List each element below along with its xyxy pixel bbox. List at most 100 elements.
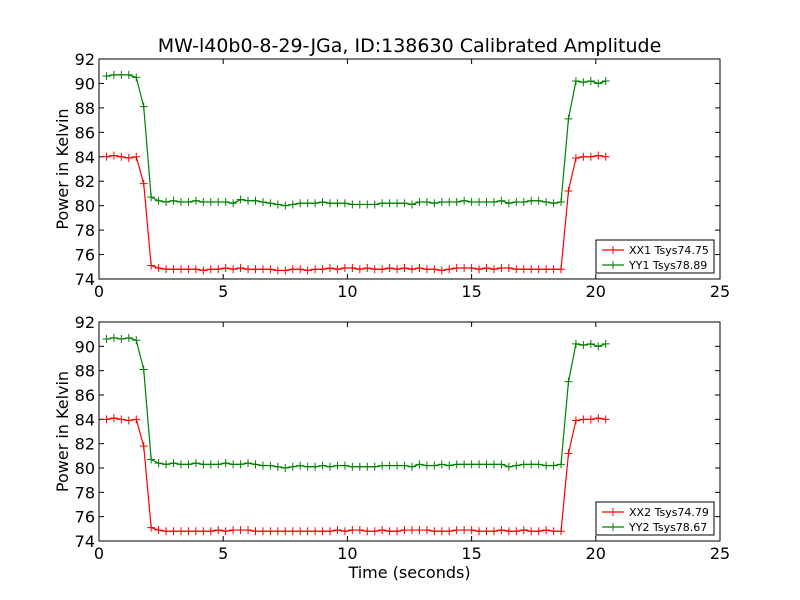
data-point [117,152,126,161]
data-point [601,415,610,424]
data-point [512,461,521,470]
data-point [326,462,335,471]
data-point [586,77,595,85]
data-point [475,265,484,274]
data-point [422,265,431,274]
data-point [407,526,416,535]
data-point [258,198,267,206]
data-point [296,527,305,536]
data-point [564,449,573,458]
y-tick-label: 76 [75,246,95,265]
data-point [102,415,111,424]
data-point [504,462,513,471]
legend: XX2 Tsys74.79 YY2 Tsys78.67 [595,501,715,536]
data-point [430,461,439,470]
y-tick-label: 76 [75,508,95,527]
data-point [601,152,610,161]
y-axis-label: Power in Kelvin [53,371,72,492]
data-point [445,461,454,470]
data-point [557,198,566,206]
data-point [206,265,215,274]
data-point [303,462,312,471]
data-point [482,460,491,469]
legend-label: XX1 Tsys74.75 [629,244,709,257]
data-point [400,264,409,272]
data-point [333,461,342,470]
data-point [147,193,156,202]
data-point [586,339,595,348]
data-point [266,461,275,470]
data-point [184,527,193,536]
data-point [176,460,185,469]
data-point [139,442,148,451]
x-tick-label: 5 [218,544,228,563]
data-point [482,198,491,206]
data-point [244,526,253,535]
data-point [534,196,543,205]
data-point [102,72,111,81]
data-point [601,77,610,85]
data-point [221,198,230,206]
data-point [311,462,320,471]
y-tick-label: 78 [75,221,95,240]
data-point [422,461,431,470]
data-point [169,459,178,468]
data-point [229,199,238,208]
data-point [519,198,528,206]
data-point [430,527,439,536]
data-point [460,526,469,535]
data-point [236,460,245,469]
legend-box [595,501,715,536]
data-point [393,527,402,536]
data-point [326,264,335,272]
data-point [586,415,595,424]
data-point [154,459,163,468]
data-point [169,265,178,274]
data-point [422,198,431,206]
data-point [229,460,238,469]
data-point [571,416,580,425]
x-tick-label: 10 [337,544,357,563]
data-point [355,200,364,209]
data-point [407,462,416,471]
data-point [527,527,536,536]
data-point [378,526,387,535]
bottom-panel: 0 5 10 15 20 25 74 76 78 80 82 84 86 88 90 92 Power in K… [53,313,730,582]
y-tick-label: 82 [75,435,95,454]
data-point [229,526,238,535]
data-point [571,339,580,348]
data-point [355,526,364,535]
data-point [363,200,372,209]
x-tick-label: 15 [461,544,481,563]
data-point [251,460,260,469]
data-point [124,70,133,79]
data-point [281,201,290,210]
data-point [363,527,372,536]
data-point [244,459,253,468]
data-point [333,526,342,535]
data-point [236,195,245,204]
data-point [400,461,409,470]
data-point [467,526,476,535]
x-tick-label: 25 [710,544,730,563]
data-point [400,199,409,208]
data-point [564,114,573,123]
data-point [147,523,156,532]
data-point [348,526,357,535]
data-point [355,462,364,471]
data-point [557,527,566,536]
data-point [475,198,484,206]
data-point [258,265,267,274]
data-point [430,199,439,208]
data-point [273,462,282,471]
data-point [467,198,476,206]
data-point [318,265,327,274]
data-point [579,78,588,87]
data-point [497,460,506,469]
data-point [162,460,171,469]
data-point [109,333,118,342]
data-point [519,265,528,274]
x-tick-label: 25 [710,282,730,301]
